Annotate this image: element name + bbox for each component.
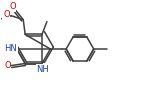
Text: O: O xyxy=(9,2,16,11)
Text: O: O xyxy=(3,10,10,19)
Text: HN: HN xyxy=(4,44,17,53)
Text: O: O xyxy=(4,61,11,70)
Text: NH: NH xyxy=(37,65,49,74)
